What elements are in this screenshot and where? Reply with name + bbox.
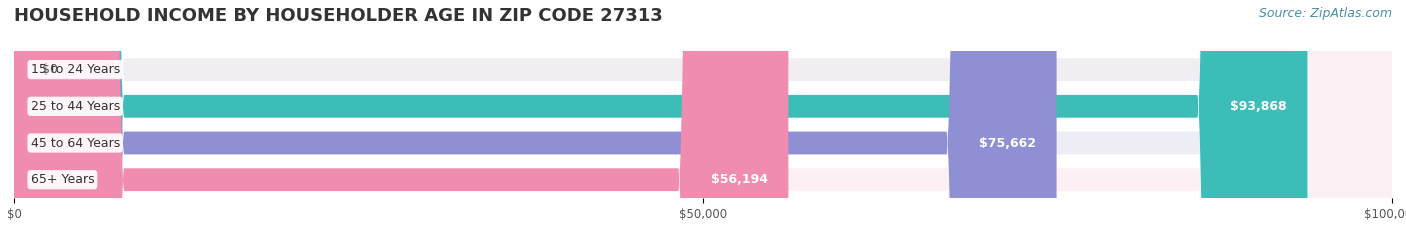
Text: $0: $0 [42,63,58,76]
Text: 25 to 44 Years: 25 to 44 Years [31,100,120,113]
FancyBboxPatch shape [14,0,1392,233]
FancyBboxPatch shape [14,0,1392,233]
Text: $56,194: $56,194 [710,173,768,186]
FancyBboxPatch shape [14,0,1056,233]
Text: Source: ZipAtlas.com: Source: ZipAtlas.com [1258,7,1392,20]
Text: 15 to 24 Years: 15 to 24 Years [31,63,120,76]
Text: $93,868: $93,868 [1230,100,1286,113]
FancyBboxPatch shape [14,0,789,233]
Text: 45 to 64 Years: 45 to 64 Years [31,137,120,150]
FancyBboxPatch shape [14,0,1392,233]
Text: HOUSEHOLD INCOME BY HOUSEHOLDER AGE IN ZIP CODE 27313: HOUSEHOLD INCOME BY HOUSEHOLDER AGE IN Z… [14,7,662,25]
FancyBboxPatch shape [14,0,1392,233]
Text: 65+ Years: 65+ Years [31,173,94,186]
FancyBboxPatch shape [14,0,1308,233]
Text: $75,662: $75,662 [979,137,1036,150]
